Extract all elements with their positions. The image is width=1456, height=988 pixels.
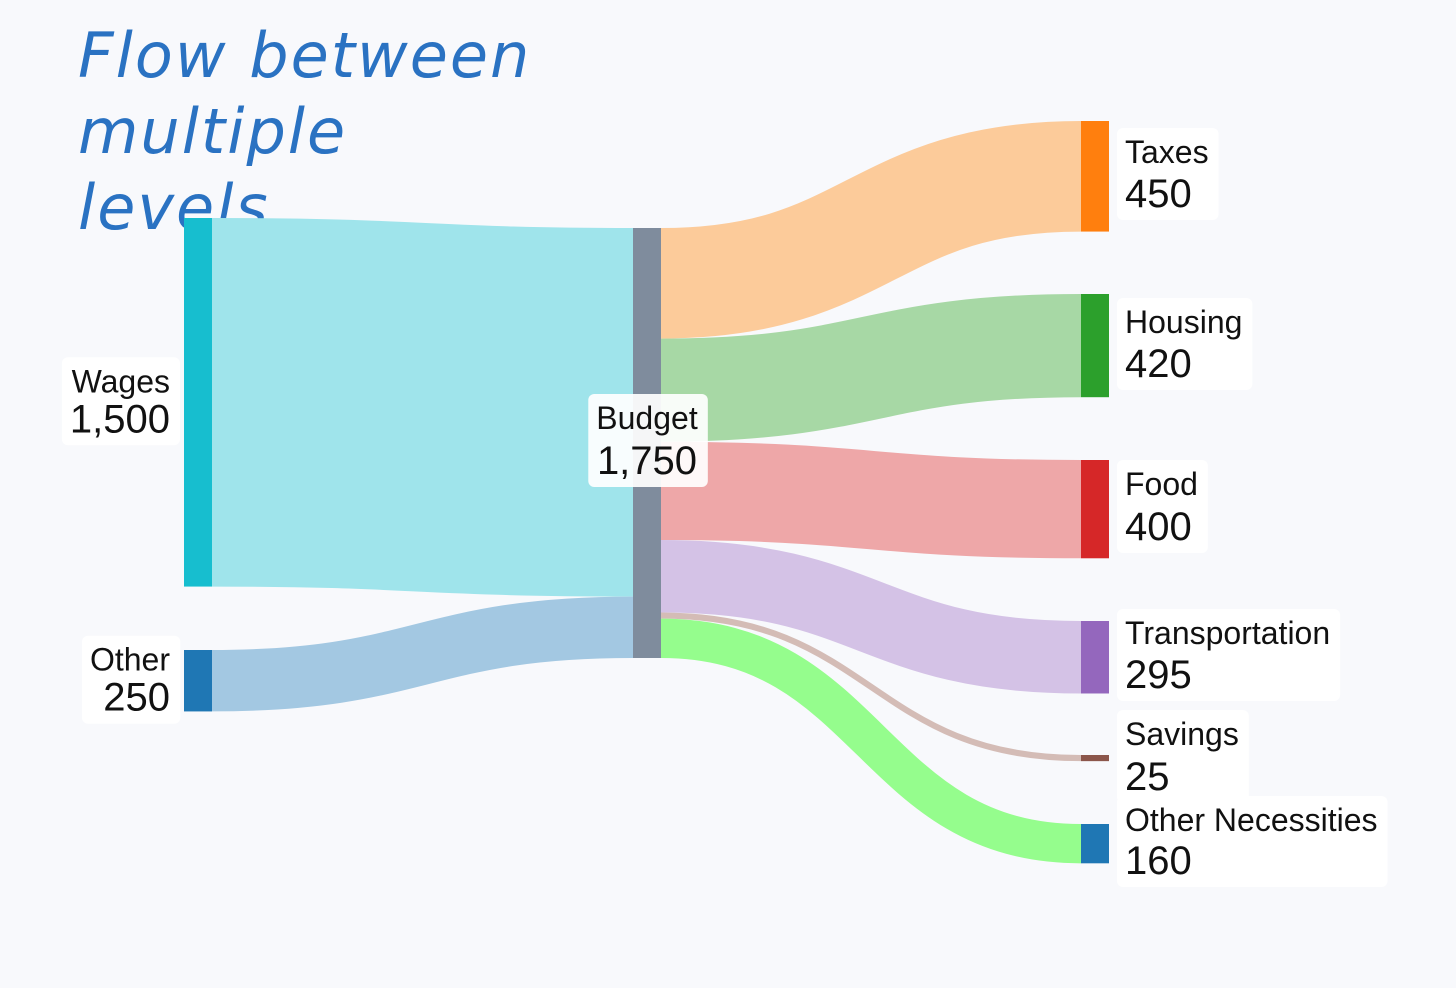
node-name: Budget [596, 400, 698, 436]
link-wages-to-budget[interactable] [211, 218, 634, 597]
node-wages[interactable] [184, 218, 212, 587]
link-budget-to-housing[interactable] [660, 294, 1082, 442]
node-value: 450 [1125, 172, 1192, 216]
node-other-necessities[interactable] [1081, 824, 1109, 864]
link-budget-to-savings[interactable] [660, 612, 1082, 762]
node-name: Food [1125, 466, 1198, 502]
node-savings[interactable] [1081, 755, 1109, 762]
node-name: Transportation [1125, 615, 1330, 651]
node-transportation[interactable] [1081, 621, 1109, 694]
node-value: 295 [1125, 653, 1192, 697]
node-value: 25 [1125, 755, 1170, 799]
node-name: Housing [1125, 304, 1242, 340]
node-value: 160 [1125, 839, 1192, 883]
chart-title: Flow between multiple levels [78, 19, 532, 244]
node-name: Savings [1125, 716, 1239, 752]
link-budget-to-transportation[interactable] [660, 540, 1082, 694]
node-name: Other Necessities [1125, 802, 1378, 838]
node-food[interactable] [1081, 460, 1109, 559]
sankey-links [211, 121, 1082, 864]
node-name: Taxes [1125, 134, 1209, 170]
node-value: 400 [1125, 505, 1192, 549]
link-other-to-budget[interactable] [211, 596, 634, 712]
node-housing[interactable] [1081, 294, 1109, 398]
node-name: Other [90, 642, 170, 678]
node-value: 1,750 [597, 439, 697, 483]
node-value: 1,500 [70, 397, 170, 441]
node-other[interactable] [184, 650, 212, 712]
node-name: Wages [72, 363, 170, 399]
node-value: 250 [103, 676, 170, 720]
link-budget-to-taxes[interactable] [660, 121, 1082, 339]
link-budget-to-other_necessities[interactable] [660, 618, 1082, 864]
node-taxes[interactable] [1081, 121, 1109, 232]
node-value: 420 [1125, 342, 1192, 386]
link-budget-to-food[interactable] [660, 441, 1082, 559]
